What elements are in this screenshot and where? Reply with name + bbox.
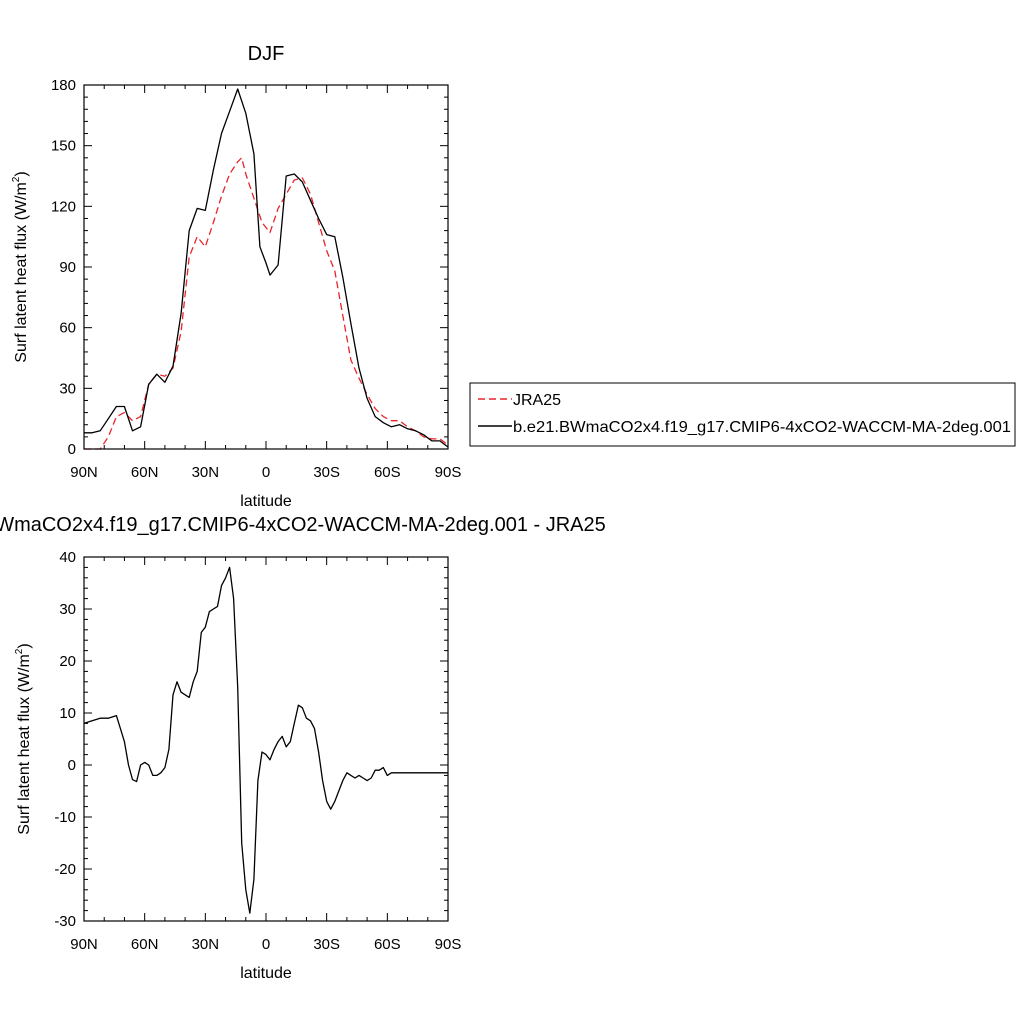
bottom-y-tick-label: 30 bbox=[59, 601, 76, 618]
legend: JRA25 b.e21.BWmaCO2x4.f19_g17.CMIP6-4xCO… bbox=[469, 382, 1016, 447]
bottom-x-tick-label: 30N bbox=[192, 936, 220, 953]
bottom-y-axis-label: Surf latent heat flux (W/m2) bbox=[14, 643, 33, 834]
bottom-y-tick-label: 10 bbox=[59, 705, 76, 722]
top-plot-frame bbox=[83, 84, 449, 450]
top-x-tick-label: 90S bbox=[435, 464, 462, 481]
top-y-axis-label-close: ) bbox=[13, 171, 30, 176]
bottom-chart-title: b.e21.BWmaCO2x4.f19_g17.CMIP6-4xCO2-WACC… bbox=[0, 514, 606, 536]
top-series-line-0 bbox=[84, 157, 449, 450]
top-y-tick-label: 90 bbox=[59, 259, 76, 276]
top-series-line-1 bbox=[84, 88, 449, 448]
bottom-y-tick-label: 20 bbox=[59, 653, 76, 670]
top-y-tick-label: 150 bbox=[51, 138, 76, 155]
bottom-x-tick-label: 30S bbox=[313, 936, 340, 953]
top-y-tick-label: 60 bbox=[59, 320, 76, 337]
top-x-axis: 90N 60N 30N 0 30S 60S 90S bbox=[70, 85, 461, 481]
top-panel: DJF 0 30 60 90 120 150 180 90N 60N 30N 0 30S 60S 90S… bbox=[11, 43, 1016, 510]
top-x-tick-label: 60S bbox=[374, 464, 401, 481]
top-chart-title: DJF bbox=[248, 43, 285, 65]
top-x-tick-label: 30S bbox=[313, 464, 340, 481]
legend-box bbox=[469, 382, 1016, 447]
bottom-panel: b.e21.BWmaCO2x4.f19_g17.CMIP6-4xCO2-WACC… bbox=[0, 514, 606, 982]
top-x-axis-label: latitude bbox=[240, 493, 292, 510]
bottom-series-layer bbox=[83, 566, 448, 914]
bottom-x-tick-label: 90S bbox=[435, 936, 462, 953]
top-series-layer bbox=[84, 88, 449, 450]
bottom-plot-frame bbox=[83, 556, 449, 922]
bottom-x-axis-label: latitude bbox=[240, 965, 292, 982]
bottom-y-axis-label-main: Surf latent heat flux (W/m bbox=[16, 654, 33, 835]
bottom-y-tick-label: 0 bbox=[68, 757, 76, 774]
top-y-axis-label-main: Surf latent heat flux (W/m bbox=[13, 182, 30, 363]
top-y-axis: 0 30 60 90 120 150 180 bbox=[51, 77, 448, 458]
top-plot-clip-group bbox=[84, 88, 449, 450]
bottom-x-tick-label: 90N bbox=[70, 936, 98, 953]
legend-label-model: b.e21.BWmaCO2x4.f19_g17.CMIP6-4xCO2-WACC… bbox=[513, 419, 1011, 436]
bottom-y-tick-label: -20 bbox=[54, 861, 76, 878]
top-y-tick-label: 0 bbox=[68, 441, 76, 458]
bottom-y-tick-label: -10 bbox=[54, 809, 76, 826]
top-y-axis-label: Surf latent heat flux (W/m2) bbox=[11, 171, 30, 362]
top-x-tick-label: 90N bbox=[70, 464, 98, 481]
bottom-y-tick-label: -30 bbox=[54, 913, 76, 930]
legend-label-jra25: JRA25 bbox=[513, 392, 561, 409]
top-x-tick-label: 0 bbox=[262, 464, 270, 481]
bottom-x-axis: 90N 60N 30N 0 30S 60S 90S bbox=[70, 557, 461, 953]
bottom-y-tick-label: 40 bbox=[59, 549, 76, 566]
bottom-x-tick-label: 0 bbox=[262, 936, 270, 953]
top-y-tick-label: 180 bbox=[51, 77, 76, 94]
top-y-axis-label-sup: 2 bbox=[11, 176, 22, 182]
bottom-y-axis-label-close: ) bbox=[16, 643, 33, 648]
bottom-series-line-0 bbox=[83, 566, 448, 914]
top-y-tick-label: 30 bbox=[59, 380, 76, 397]
bottom-y-axis: -30 -20 -10 0 10 20 30 40 bbox=[54, 549, 448, 930]
top-x-tick-label: 60N bbox=[131, 464, 159, 481]
bottom-x-tick-label: 60S bbox=[374, 936, 401, 953]
top-y-tick-label: 120 bbox=[51, 198, 76, 215]
bottom-x-tick-label: 60N bbox=[131, 936, 159, 953]
bottom-y-axis-label-sup: 2 bbox=[14, 648, 25, 654]
top-x-tick-label: 30N bbox=[192, 464, 220, 481]
